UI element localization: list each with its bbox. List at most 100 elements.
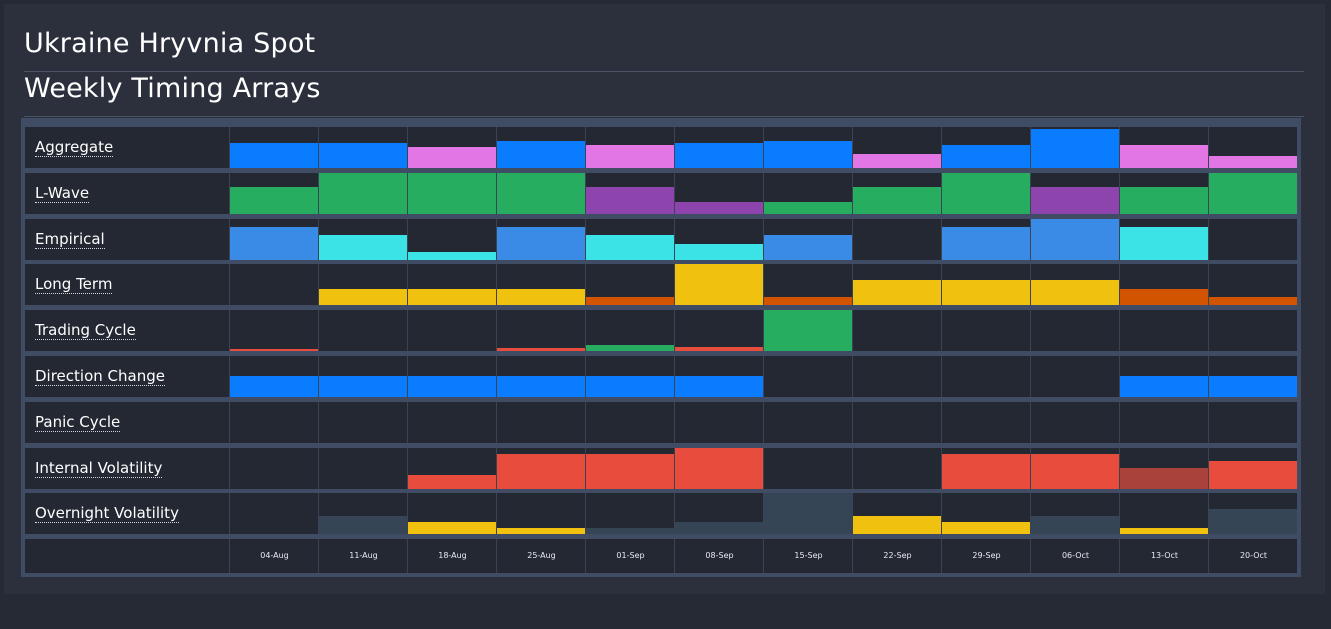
cell-l-wave-04-aug [229,172,318,214]
bar-internal-volatility-08-sep [675,447,763,489]
bar-l-wave-18-aug [408,172,496,214]
row-label-overnight-volatility[interactable]: Overnight Volatility [35,504,179,524]
row-l-wave: L-Wave [25,172,1297,214]
date-cell: 08-Sep [674,539,763,574]
cell-empirical-18-aug [407,218,496,260]
date-label-08-sep: 08-Sep [705,551,734,561]
cell-panic-cycle-08-sep [674,401,763,443]
row-label-aggregate[interactable]: Aggregate [35,138,114,157]
bar-aggregate-20-oct [1209,156,1297,168]
date-label-04-aug: 04-Aug [260,551,289,561]
cell-internal-volatility-20-oct [1208,447,1297,489]
date-label-20-oct: 20-Oct [1239,551,1268,561]
bar-empirical-04-aug [230,226,318,260]
bar-direction-change-01-sep [586,376,674,397]
cell-internal-volatility-11-aug [318,447,407,489]
bar-direction-change-04-aug [230,376,318,397]
bar-aggregate-01-sep [586,145,674,168]
bar-aggregate-18-aug [408,147,496,168]
date-cell: 22-Sep [852,539,941,574]
cell-l-wave-08-sep [674,172,763,214]
cell-long-term-04-aug [229,264,318,306]
bar-l-wave-04-aug [230,186,318,214]
cell-internal-volatility-04-aug [229,447,318,489]
cell-internal-volatility-06-oct [1030,447,1119,489]
cell-trading-cycle-11-aug [318,310,407,352]
cell-direction-change-13-oct [1119,356,1208,397]
bar-aggregate-29-sep [942,145,1030,168]
row-label-internal-volatility[interactable]: Internal Volatility [35,458,163,478]
date-axis-row: 04-Aug 11-Aug 18-Aug 25-Aug 01-Sep 08-Sep 15-S… [25,539,1297,574]
bar-empirical-06-oct [1031,218,1119,260]
cell-l-wave-01-sep [585,172,674,214]
cell-long-term-20-oct [1208,264,1297,306]
row-aggregate: Aggregate [25,127,1297,168]
row-label-l-wave[interactable]: L-Wave [35,183,90,203]
bar-overnight-volatility-11-aug [319,516,407,535]
row-label-empirical[interactable]: Empirical [35,229,105,249]
bar-aggregate-25-aug [497,141,585,168]
cell-direction-change-20-oct [1208,356,1297,397]
cell-long-term-29-sep [941,264,1030,306]
row-label-direction-change[interactable]: Direction Change [35,367,165,386]
cell-overnight-volatility-13-oct [1119,493,1208,535]
bar-overnight-volatility-01-sep [586,528,674,535]
cell-overnight-volatility-18-aug [407,493,496,535]
cell-empirical-15-sep [763,218,852,260]
cell-panic-cycle-04-aug [229,401,318,443]
cell-empirical-01-sep [585,218,674,260]
cell-panic-cycle-06-oct [1030,401,1119,443]
bar-aggregate-08-sep [675,143,763,168]
cell-direction-change-22-sep [852,356,941,397]
subtitle-divider [24,116,1304,117]
row-label-trading-cycle[interactable]: Trading Cycle [35,321,136,341]
date-cell: 20-Oct [1208,539,1297,574]
row-label-long-term[interactable]: Long Term [35,275,113,295]
bar-overnight-volatility-13-oct [1120,528,1208,535]
cell-aggregate-29-sep [941,127,1030,168]
bar-long-term-01-sep [586,297,674,306]
date-label-15-sep: 15-Sep [794,551,823,561]
cell-aggregate-01-sep [585,127,674,168]
bar-long-term-15-sep [764,297,852,306]
bar-overnight-volatility-20-oct [1209,509,1297,535]
bar-overnight-volatility-29-sep [942,522,1030,535]
bar-l-wave-01-sep [586,186,674,214]
cell-l-wave-29-sep [941,172,1030,214]
cell-aggregate-11-aug [318,127,407,168]
cell-empirical-11-aug [318,218,407,260]
cell-panic-cycle-18-aug [407,401,496,443]
bar-direction-change-08-sep [675,376,763,397]
cell-aggregate-20-oct [1208,127,1297,168]
date-label-01-sep: 01-Sep [616,551,645,561]
cell-trading-cycle-01-sep [585,310,674,352]
bar-internal-volatility-06-oct [1031,453,1119,489]
cell-direction-change-25-aug [496,356,585,397]
bar-l-wave-08-sep [675,201,763,214]
cell-panic-cycle-22-sep [852,401,941,443]
bar-overnight-volatility-25-aug [497,528,585,535]
bar-direction-change-11-aug [319,376,407,397]
date-cell: 15-Sep [763,539,852,574]
row-label-panic-cycle[interactable]: Panic Cycle [35,412,121,432]
cell-direction-change-11-aug [318,356,407,397]
bar-empirical-01-sep [586,234,674,260]
cell-panic-cycle-01-sep [585,401,674,443]
bar-overnight-volatility-18-aug [408,522,496,535]
bar-trading-cycle-15-sep [764,310,852,352]
cell-internal-volatility-29-sep [941,447,1030,489]
cell-direction-change-06-oct [1030,356,1119,397]
cell-l-wave-18-aug [407,172,496,214]
date-label-22-sep: 22-Sep [883,551,912,561]
cell-overnight-volatility-06-oct [1030,493,1119,535]
cell-overnight-volatility-04-aug [229,493,318,535]
bar-aggregate-22-sep [853,154,941,168]
bar-long-term-20-oct [1209,297,1297,306]
bar-aggregate-04-aug [230,143,318,168]
bar-empirical-13-oct [1120,226,1208,260]
bar-direction-change-13-oct [1120,376,1208,397]
cell-trading-cycle-22-sep [852,310,941,352]
cell-long-term-22-sep [852,264,941,306]
bar-direction-change-18-aug [408,376,496,397]
bar-long-term-11-aug [319,289,407,306]
